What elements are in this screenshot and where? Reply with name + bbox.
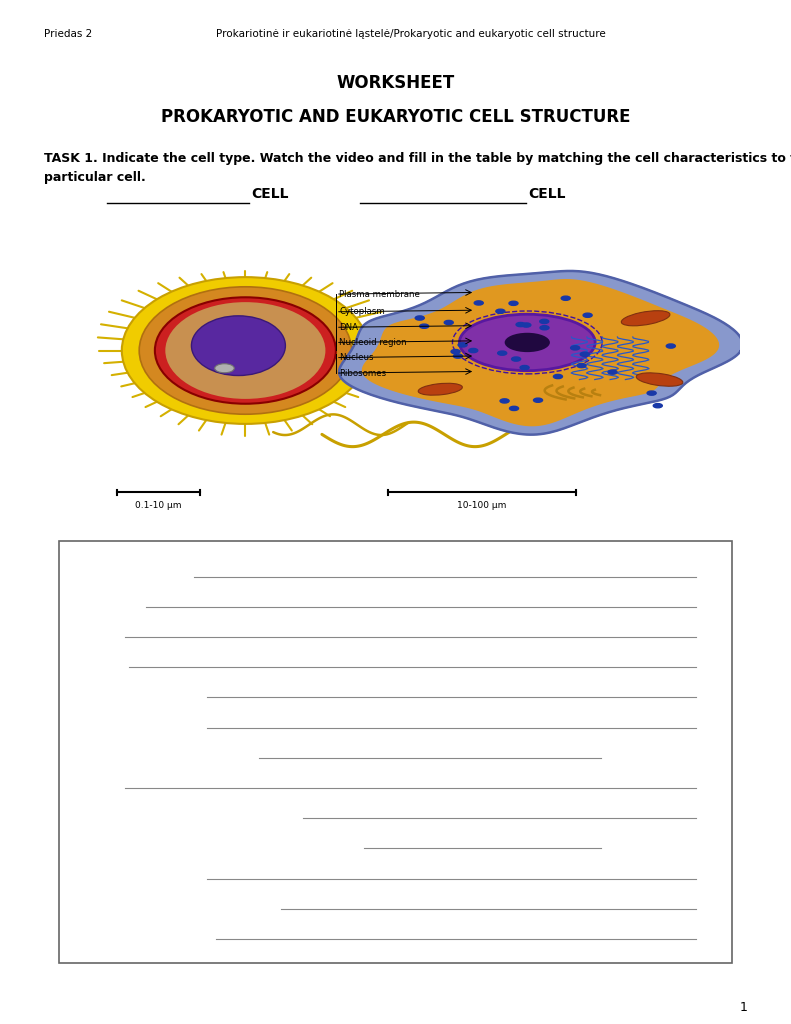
Circle shape <box>509 407 519 411</box>
Circle shape <box>420 325 429 329</box>
Circle shape <box>653 403 662 408</box>
Circle shape <box>458 343 467 347</box>
Circle shape <box>214 364 234 373</box>
Text: 1: 1 <box>740 1001 747 1015</box>
Text: 10-100 μm: 10-100 μm <box>457 501 507 510</box>
Bar <box>59 541 732 963</box>
Circle shape <box>469 348 478 352</box>
Ellipse shape <box>460 314 595 371</box>
Ellipse shape <box>621 310 670 326</box>
Circle shape <box>512 357 520 361</box>
Text: Contain DNR: Contain DNR <box>77 770 152 782</box>
Ellipse shape <box>139 287 351 415</box>
Text: DNR is packaged together with special proteins, called chromosomes: DNR is packaged together with special pr… <box>77 829 486 843</box>
Text: 0.1-10 μm: 0.1-10 μm <box>135 501 182 510</box>
Text: WORKSHEET: WORKSHEET <box>336 74 455 92</box>
Ellipse shape <box>418 383 462 395</box>
Ellipse shape <box>636 373 683 386</box>
Circle shape <box>581 352 589 356</box>
Text: Plasma membrane: Plasma membrane <box>339 290 420 299</box>
Text: Lack membrane-bound organelles: Lack membrane-bound organelles <box>77 679 279 692</box>
Circle shape <box>554 375 562 379</box>
Text: No nuclear: No nuclear <box>77 618 144 632</box>
Text: Have ribosomes and make proteins: Have ribosomes and make proteins <box>77 921 286 934</box>
Text: DNA: DNA <box>339 323 358 332</box>
Text: Cytoplasm: Cytoplasm <box>339 307 385 316</box>
Circle shape <box>570 346 580 350</box>
Circle shape <box>516 323 525 327</box>
Circle shape <box>520 366 529 370</box>
Text: CELL: CELL <box>252 186 289 201</box>
Text: Bacteria and cyanobacteria: Bacteria and cyanobacteria <box>77 558 244 571</box>
Circle shape <box>583 313 592 317</box>
Polygon shape <box>362 280 718 426</box>
Text: DNR is visible as a long irregularly shaped molecule: DNR is visible as a long irregularly sha… <box>77 800 384 813</box>
Text: prokaryote: prokaryote <box>199 558 263 571</box>
Circle shape <box>509 301 518 305</box>
Circle shape <box>496 309 505 313</box>
Text: Nucleus: Nucleus <box>339 353 374 362</box>
Text: Cell membrane, cytoplasm and various organelles: Cell membrane, cytoplasm and various org… <box>77 891 374 903</box>
Circle shape <box>451 349 460 353</box>
Text: eukaryote: eukaryote <box>151 588 211 601</box>
Circle shape <box>445 321 453 325</box>
Circle shape <box>608 370 617 374</box>
Circle shape <box>540 326 549 330</box>
Text: Nucleoid region: Nucleoid region <box>339 338 407 347</box>
Circle shape <box>666 344 676 348</box>
Polygon shape <box>339 271 743 434</box>
Text: Possess subcellular organelles: Possess subcellular organelles <box>77 709 255 722</box>
Text: PROKARYOTIC AND EUKARYOTIC CELL STRUCTURE: PROKARYOTIC AND EUKARYOTIC CELL STRUCTUR… <box>161 108 630 126</box>
Circle shape <box>453 354 463 358</box>
Text: Priedas 2: Priedas 2 <box>44 29 92 39</box>
Text: True nuclear: True nuclear <box>77 649 150 662</box>
Circle shape <box>647 391 657 395</box>
Text: Prokariotinė ir eukariotinė ląstelė/Prokaryotic and eukaryotic cell structure: Prokariotinė ir eukariotinė ląstelė/Prok… <box>217 29 606 39</box>
Circle shape <box>500 398 509 403</box>
Text: TASK 1. Indicate the cell type. Watch the video and fill in the table by matchin: TASK 1. Indicate the cell type. Watch th… <box>44 152 791 165</box>
Text: Evolve from much smaller prokaryotic cells: Evolve from much smaller prokaryotic cel… <box>77 739 332 753</box>
Text: All other cells: All other cells <box>77 588 161 601</box>
Circle shape <box>415 316 424 321</box>
Text: particular cell.: particular cell. <box>44 171 146 184</box>
Circle shape <box>498 351 507 355</box>
Ellipse shape <box>155 297 336 403</box>
Text: Specific number of chromosomes: Specific number of chromosomes <box>77 860 274 873</box>
Circle shape <box>475 301 483 305</box>
Circle shape <box>522 323 531 327</box>
Text: CELL: CELL <box>528 186 566 201</box>
Circle shape <box>577 364 586 368</box>
Circle shape <box>561 296 570 300</box>
Ellipse shape <box>122 278 369 424</box>
Ellipse shape <box>165 302 325 399</box>
Ellipse shape <box>191 315 286 376</box>
Circle shape <box>539 319 549 324</box>
Text: Ribosomes: Ribosomes <box>339 369 387 378</box>
Circle shape <box>533 398 543 402</box>
Ellipse shape <box>505 333 550 352</box>
